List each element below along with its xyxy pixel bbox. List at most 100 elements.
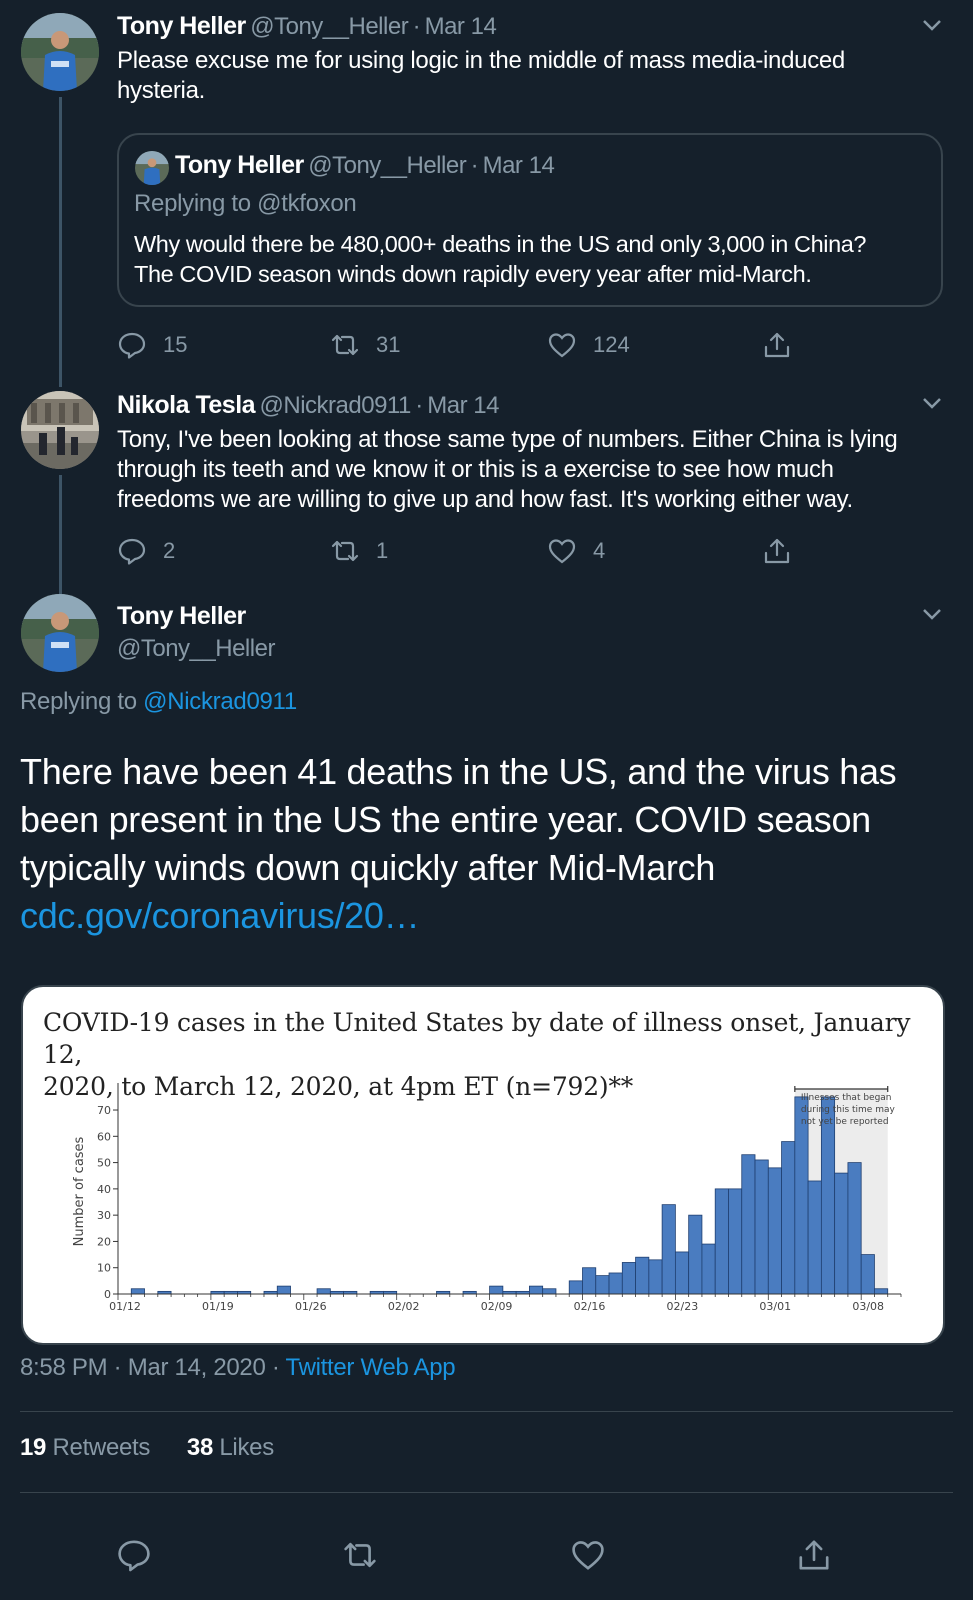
chart-bar	[529, 1285, 544, 1295]
x-tick-label: 02/09	[481, 1300, 513, 1313]
y-tick-label: 10	[97, 1262, 111, 1275]
avatar-photo-icon	[135, 151, 169, 185]
author-handle[interactable]: @Tony__Heller	[250, 13, 409, 40]
quote-author-name: Tony Heller	[175, 151, 304, 179]
chart-bar	[276, 1285, 291, 1295]
thread-line	[59, 475, 62, 597]
share-button[interactable]	[762, 536, 808, 566]
like-count: 4	[593, 538, 606, 563]
reply-icon[interactable]	[116, 1537, 152, 1573]
quote-date: Mar 14	[482, 152, 555, 179]
x-tick-label: 02/16	[574, 1300, 606, 1313]
separator-dot: ·	[470, 152, 479, 179]
chart-bar	[316, 1288, 331, 1295]
chart-bar	[489, 1285, 504, 1295]
annotation-label: Illnesses that began	[801, 1093, 892, 1103]
x-tick-label: 01/12	[109, 1300, 141, 1313]
tweet-text-line: typically winds down quickly after Mid-M…	[20, 847, 716, 888]
chart-bar	[608, 1272, 623, 1295]
chart-bar	[807, 1180, 822, 1295]
y-tick-label: 70	[97, 1104, 111, 1117]
chart-bar	[661, 1204, 676, 1295]
chevron-down-icon[interactable]	[921, 14, 943, 36]
avatar[interactable]	[21, 13, 99, 91]
chevron-down-icon[interactable]	[921, 392, 943, 414]
y-tick-label: 50	[97, 1157, 111, 1170]
author-handle[interactable]: @Tony__Heller	[117, 635, 275, 662]
tweet-date[interactable]: Mar 14	[424, 13, 497, 40]
chart-bar	[674, 1251, 690, 1295]
retweets-count: 19	[20, 1434, 47, 1461]
x-tick-label: 02/23	[667, 1300, 699, 1313]
chart-image-card[interactable]: COVID-19 cases in the United States by d…	[21, 985, 945, 1345]
retweet-button[interactable]: 1	[330, 536, 388, 566]
retweet-icon[interactable]	[342, 1537, 378, 1573]
chart-bar	[834, 1172, 849, 1295]
quote-avatar	[135, 151, 169, 185]
avatar[interactable]	[21, 594, 99, 672]
tweet-timestamp[interactable]: 8:58 PM · Mar 14, 2020 ·	[20, 1354, 286, 1381]
avatar-photo-icon	[21, 13, 99, 91]
heart-icon[interactable]	[570, 1537, 606, 1573]
divider	[20, 1411, 953, 1412]
chart-bar	[847, 1162, 862, 1295]
chevron-down-icon[interactable]	[921, 603, 943, 625]
tweet-text-line: Tony, I've been looking at those same ty…	[117, 426, 898, 453]
retweets-label: Retweets	[52, 1434, 151, 1461]
y-tick-label: 60	[97, 1130, 111, 1143]
x-tick-label: 01/26	[295, 1300, 327, 1313]
chart-bar	[582, 1267, 597, 1295]
chart-bar	[621, 1262, 636, 1295]
tweet-text-line: been present in the US the entire year. …	[20, 799, 871, 840]
author-name[interactable]: Tony Heller	[117, 12, 246, 40]
chart-title-line: 2020, to March 12, 2020, at 4pm ET (n=79…	[43, 1072, 634, 1101]
replying-to-handle-link[interactable]: @Nickrad0911	[143, 688, 297, 715]
y-tick-label: 0	[104, 1288, 111, 1301]
chart-bar	[767, 1167, 782, 1295]
reply-button[interactable]: 2	[117, 536, 175, 566]
share-icon[interactable]	[796, 1537, 832, 1573]
chart-title-line: COVID-19 cases in the United States by d…	[43, 1008, 911, 1069]
like-count: 124	[593, 332, 630, 357]
divider	[20, 1492, 953, 1493]
retweet-icon	[331, 334, 359, 356]
source-app-link[interactable]: Twitter Web App	[285, 1354, 456, 1381]
retweets-stat[interactable]: 19 Retweets	[20, 1434, 150, 1461]
retweet-button[interactable]: 31	[330, 330, 400, 360]
share-icon	[764, 538, 790, 564]
chart-bar	[860, 1254, 875, 1295]
likes-stat[interactable]: 38 Likes	[187, 1434, 274, 1461]
tweet-date[interactable]: Mar 14	[427, 392, 499, 419]
reply-button[interactable]: 15	[117, 330, 187, 360]
quote-replying-to: Replying to @tkfoxon	[134, 190, 357, 217]
avatar[interactable]	[21, 391, 99, 469]
chart-bar	[595, 1275, 610, 1295]
author-handle[interactable]: @Nickrad0911	[259, 392, 412, 419]
author-name[interactable]: Tony Heller	[117, 602, 246, 630]
reply-icon	[118, 332, 146, 359]
retweet-count: 1	[376, 538, 389, 563]
y-tick-label: 20	[97, 1235, 111, 1248]
share-button[interactable]	[762, 330, 808, 360]
avatar-photo-icon	[21, 391, 99, 469]
x-tick-label: 02/02	[388, 1300, 420, 1313]
tweet-text-line: hysteria.	[117, 77, 206, 104]
annotation-label: during this time may	[801, 1105, 896, 1115]
tweet-text-line: There have been 41 deaths in the US, and…	[20, 751, 897, 792]
x-tick-label: 03/01	[759, 1300, 791, 1313]
separator-dot: ·	[412, 13, 421, 40]
x-tick-label: 03/08	[852, 1300, 884, 1313]
avatar-photo-icon	[21, 594, 99, 672]
heart-icon	[548, 333, 576, 358]
chart-bar	[130, 1288, 145, 1295]
like-button[interactable]: 124	[547, 330, 630, 360]
like-button[interactable]: 4	[547, 536, 605, 566]
share-icon	[764, 332, 790, 358]
quoted-tweet[interactable]: Tony Heller @Tony__Heller · Mar 14 Reply…	[117, 133, 943, 307]
tweet-text-line: freedoms we are willing to give up and h…	[117, 486, 853, 513]
author-name[interactable]: Nikola Tesla	[117, 391, 256, 419]
y-tick-label: 30	[97, 1209, 111, 1222]
annotation-bracket	[794, 1086, 889, 1092]
chart-bar	[701, 1243, 716, 1295]
cdc-link[interactable]: cdc.gov/coronavirus/20…	[20, 895, 420, 936]
